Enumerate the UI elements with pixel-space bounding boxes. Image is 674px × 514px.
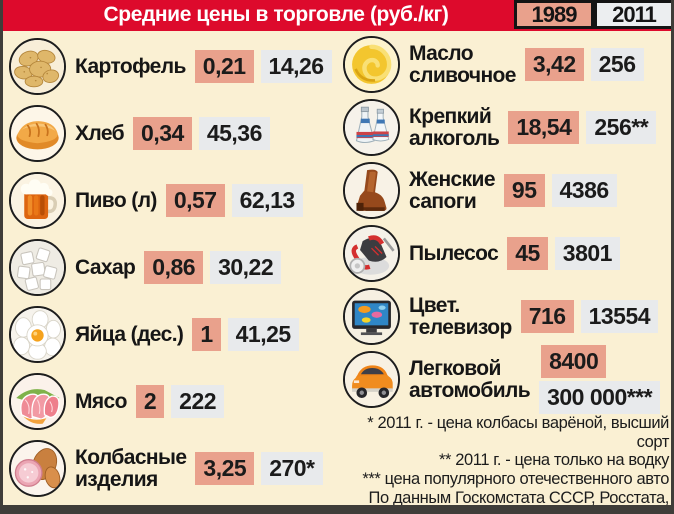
source-line-2: «АиФ» и открытых источников — [343, 507, 669, 514]
item-row-butter: Масло сливочное 3,42 256 — [343, 33, 671, 96]
item-label: Мясо — [75, 389, 127, 413]
left-column: Картофель 0,21 14,26 Хлеб 0,34 45,36 Пив… — [9, 33, 341, 502]
item-row-potatoes: Картофель 0,21 14,26 — [9, 33, 341, 100]
item-label: Крепкий алкоголь — [409, 105, 500, 150]
year-badge-1989: 1989 — [514, 0, 594, 29]
item-label: Цвет. телевизор — [409, 294, 512, 339]
item-row-car: Легковой автомобиль 8400 300 000*** — [343, 345, 671, 414]
vodka-bottles-icon — [343, 99, 400, 156]
item-label: Картофель — [75, 54, 186, 78]
item-label: Колбасные изделия — [75, 446, 187, 491]
price-2011: 30,22 — [210, 251, 282, 284]
vacuum-cleaner-icon — [343, 225, 400, 282]
potatoes-icon — [9, 38, 66, 95]
price-2011: 14,26 — [260, 50, 332, 83]
item-row-sugar: Сахар 0,86 30,22 — [9, 234, 341, 301]
sausage-icon — [9, 440, 66, 497]
item-row-boots: Женские сапоги 95 4386 — [343, 159, 671, 222]
footnotes-block: * 2011 г. - цена колбасы варёной, высший… — [343, 414, 671, 514]
item-row-sausage: Колбасные изделия 3,25 270* — [9, 435, 341, 502]
price-1989: 0,34 — [133, 117, 192, 150]
price-1989: 716 — [520, 300, 574, 333]
bread-icon — [9, 105, 66, 162]
year-badge-2011: 2011 — [594, 0, 671, 29]
sugar-cubes-icon — [9, 239, 66, 296]
item-label: Хлеб — [75, 121, 125, 145]
price-1989: 95 — [503, 174, 545, 207]
price-1989: 0,21 — [194, 50, 254, 83]
source-line-1: По данным Госкомстата СССР, Росстата, — [368, 488, 670, 507]
beer-mug-icon — [9, 172, 66, 229]
price-1989: 3,42 — [524, 48, 584, 81]
footnote-car: *** цена популярного отечественного авто — [362, 469, 669, 488]
price-2011: 13554 — [580, 300, 659, 333]
item-row-tv: Цвет. телевизор 716 13554 — [343, 285, 671, 348]
item-row-beer: Пиво (л) 0,57 62,13 — [9, 167, 341, 234]
price-1989: 1 — [192, 318, 221, 351]
page-title: Средние цены в торговле (руб./кг) — [103, 3, 449, 26]
header-bar: Средние цены в торговле (руб./кг) 1989 2… — [3, 0, 671, 31]
item-label: Пиво (л) — [75, 188, 157, 212]
item-label: Легковой автомобиль — [409, 357, 531, 402]
item-label: Женские сапоги — [409, 168, 496, 213]
price-2011: 62,13 — [231, 184, 303, 217]
eggs-icon — [9, 306, 66, 363]
price-1989: 3,25 — [195, 452, 255, 485]
item-label: Яйца (дес.) — [75, 322, 184, 346]
price-2011: 4386 — [551, 174, 617, 207]
price-2011: 256** — [586, 111, 657, 144]
car-icon — [343, 351, 400, 408]
price-2011: 41,25 — [227, 318, 299, 351]
item-row-eggs: Яйца (дес.) 1 41,25 — [9, 301, 341, 368]
right-column: Масло сливочное 3,42 256 Крепкий алкогол… — [343, 33, 671, 514]
price-2011: 256 — [590, 48, 644, 81]
item-row-meat: Мясо 2 222 — [9, 368, 341, 435]
item-row-alcohol: Крепкий алкоголь 18,54 256** — [343, 96, 671, 159]
item-row-vacuum: Пылесос 45 3801 — [343, 222, 671, 285]
price-1989: 8400 — [541, 345, 607, 378]
price-2011: 300 000*** — [539, 381, 661, 414]
color-tv-icon — [343, 288, 400, 345]
item-label: Масло сливочное — [409, 42, 516, 87]
womens-boot-icon — [343, 162, 400, 219]
item-label: Пылесос — [409, 241, 499, 265]
butter-icon — [343, 36, 400, 93]
meat-icon — [9, 373, 66, 430]
item-row-bread: Хлеб 0,34 45,36 — [9, 100, 341, 167]
price-1989: 2 — [135, 385, 165, 418]
price-1989: 0,86 — [144, 251, 204, 284]
footnote-vodka: ** 2011 г. - цена только на водку — [439, 451, 669, 470]
price-1989: 45 — [507, 237, 548, 270]
price-2011: 3801 — [554, 237, 620, 270]
footnote-sausage: * 2011 г. - цена колбасы варёной, высший… — [367, 414, 669, 451]
price-2011: 222 — [171, 385, 225, 418]
price-1989: 0,57 — [165, 184, 225, 217]
price-2011: 270* — [261, 452, 323, 485]
price-1989: 18,54 — [508, 111, 580, 144]
price-2011: 45,36 — [198, 117, 270, 150]
item-label: Сахар — [75, 255, 136, 279]
